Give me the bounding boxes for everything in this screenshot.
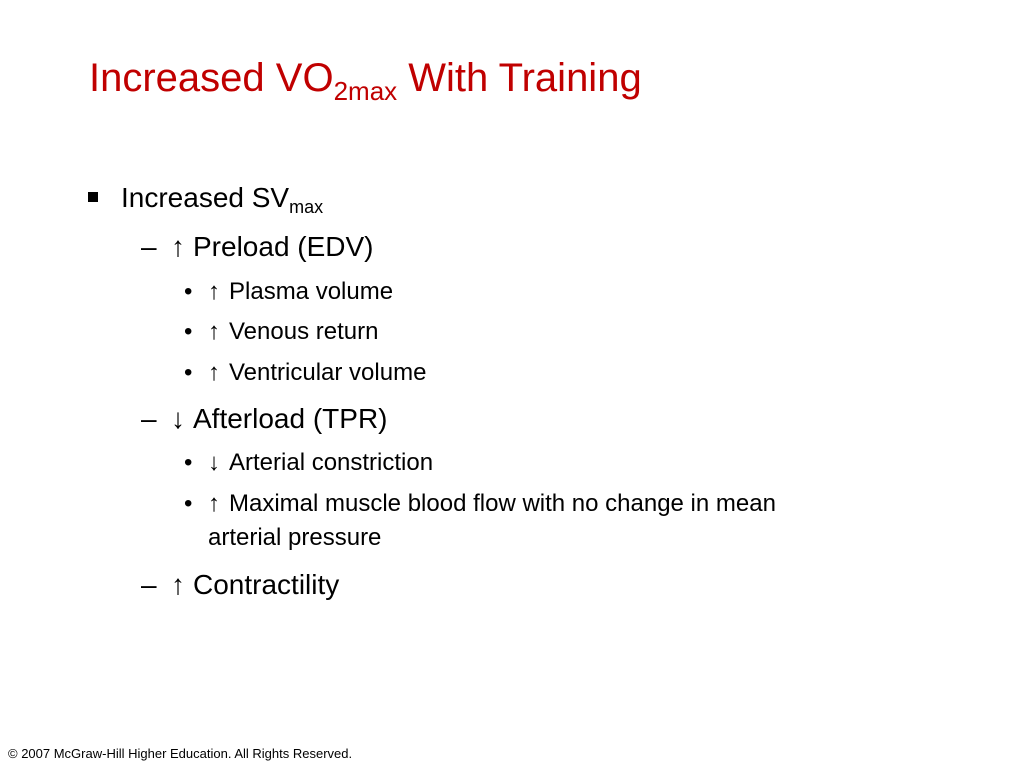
item-text: Ventricular volume — [229, 359, 427, 386]
sub-bullet-preload: – ↑ Preload (EDV) — [141, 227, 374, 267]
arrow-up-icon: ↑ — [208, 359, 220, 386]
item-text: Venous return — [229, 318, 379, 345]
sub-bullet-text: Preload (EDV) — [193, 231, 374, 262]
sub-bullet-afterload: – ↓ Afterload (TPR) — [141, 399, 388, 439]
title-subscript: 2max — [333, 76, 398, 106]
dot-bullet: • — [184, 490, 193, 517]
item-venous-return: • ↑ Venous return — [184, 315, 378, 349]
square-bullet-icon — [88, 191, 98, 202]
dot-bullet: • — [184, 449, 193, 476]
arrow-up-icon: ↑ — [208, 278, 220, 305]
dot-bullet: • — [184, 278, 193, 305]
sub-bullet-text: Afterload (TPR) — [193, 403, 388, 434]
item-continuation-text: arterial pressure — [208, 524, 382, 551]
item-text: Maximal muscle blood flow with no change… — [229, 490, 776, 517]
bullet-text: Increased SV — [121, 182, 290, 213]
dot-bullet: • — [184, 318, 193, 345]
dash-marker: – — [141, 231, 157, 262]
item-text: Plasma volume — [229, 278, 394, 305]
copyright-footer: © 2007 McGraw-Hill Higher Education. All… — [8, 746, 353, 761]
sub-bullet-contractility: – ↑ Contractility — [141, 565, 339, 605]
dash-marker: – — [141, 569, 157, 600]
dash-marker: – — [141, 403, 157, 434]
arrow-up-icon: ↑ — [208, 318, 220, 345]
arrow-down-icon: ↓ — [208, 449, 220, 476]
item-text: Arterial constriction — [229, 449, 434, 476]
arrow-down-icon: ↓ — [171, 403, 185, 434]
dot-bullet: • — [184, 359, 193, 386]
bullet-subscript: max — [289, 197, 324, 217]
title-main: Increased VO — [89, 56, 334, 100]
sub-bullet-text: Contractility — [193, 569, 340, 600]
item-ventricular-volume: • ↑ Ventricular volume — [184, 356, 426, 390]
slide-title: Increased VO2max With Training — [89, 52, 642, 104]
bullet-increased-sv: Increased SVmax — [88, 178, 323, 218]
item-plasma-volume: • ↑ Plasma volume — [184, 275, 393, 309]
arrow-up-icon: ↑ — [171, 231, 185, 262]
arrow-up-icon: ↑ — [171, 569, 185, 600]
item-maximal-muscle-blood-flow: • ↑ Maximal muscle blood flow with no chan… — [184, 487, 776, 521]
arrow-up-icon: ↑ — [208, 490, 220, 517]
title-tail: With Training — [397, 56, 642, 100]
item-continuation: arterial pressure — [208, 521, 381, 555]
item-arterial-constriction: • ↓ Arterial constriction — [184, 446, 433, 480]
